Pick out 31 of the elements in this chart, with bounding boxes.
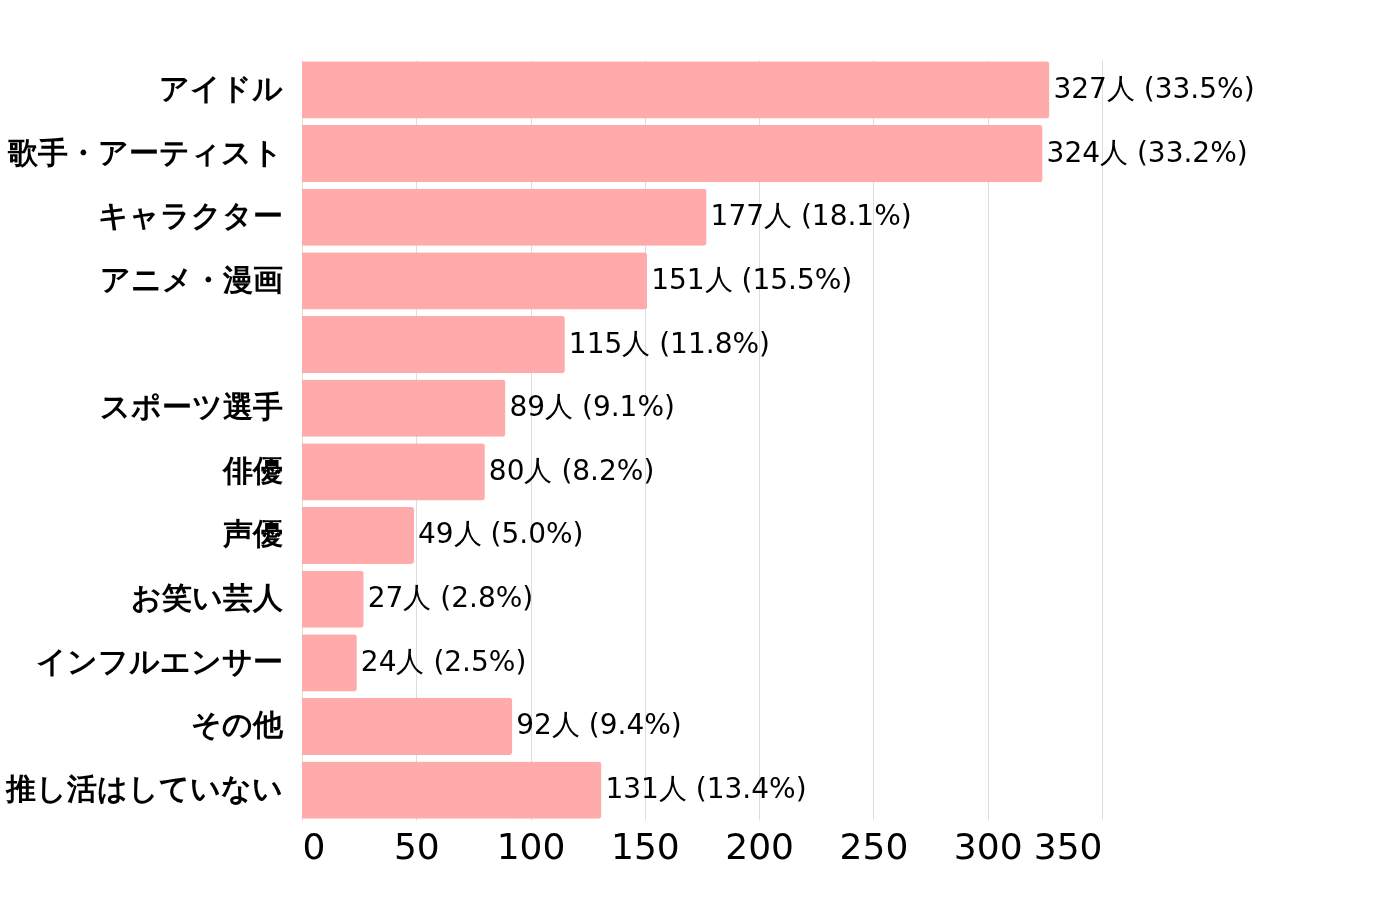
x-tick-label: 200 [725, 825, 794, 867]
y-tick-label: 声優 [221, 516, 283, 552]
data-label: 151人 (15.5%) [651, 262, 853, 296]
y-tick-label: 推し活はしていない [4, 771, 283, 807]
y-tick-label: キャラクター [97, 198, 283, 234]
data-label: 115人 (11.8%) [568, 326, 770, 360]
y-tick-label: 歌手・アーティスト [6, 134, 283, 170]
y-tick-label: スポーツ選手 [99, 389, 283, 425]
data-label: 92人 (9.4%) [516, 708, 682, 742]
x-tick-label: 100 [496, 825, 566, 867]
data-label: 24人 (2.5%) [360, 644, 527, 678]
y-tick-label: アニメ・漫画 [99, 261, 283, 297]
data-label: 177人 (18.1%) [710, 199, 912, 233]
data-label: 49人 (5.0%) [418, 517, 584, 551]
x-tick-label: 300 [953, 825, 1023, 867]
data-label: 80人 (8.2%) [488, 453, 655, 487]
x-tick-label: 150 [611, 825, 680, 867]
data-label: 89人 (9.1%) [509, 390, 675, 424]
y-tick-label: その他 [190, 707, 284, 743]
data-label: 27人 (2.8%) [367, 581, 534, 615]
x-tick-label: 250 [839, 825, 909, 867]
x-tick-label: 0 [302, 825, 326, 867]
data-label: 131人 (13.4%) [605, 772, 807, 806]
y-tick-label: インフルエンサー [35, 643, 283, 679]
data-label: 327人 (33.5%) [1053, 71, 1255, 105]
data-label: 324人 (33.2%) [1046, 135, 1248, 169]
x-tick-label: 350 [1033, 825, 1103, 867]
y-tick-label: 俳優 [221, 452, 283, 488]
x-tick-label: 50 [393, 825, 440, 867]
y-tick-label: アイドル [158, 70, 283, 106]
y-tick-label: お笑い芸人 [130, 580, 284, 616]
